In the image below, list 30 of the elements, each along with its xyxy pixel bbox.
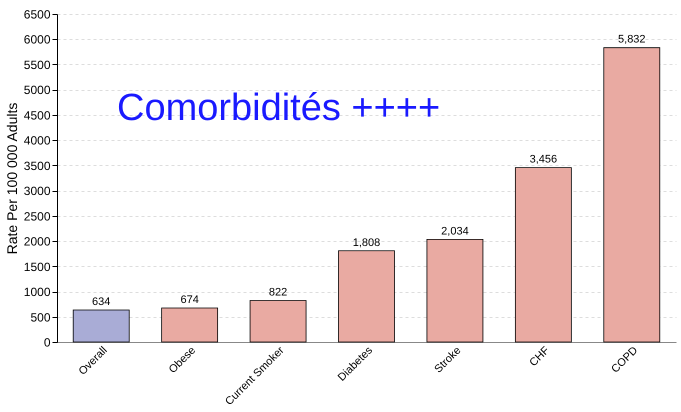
annotation: Comorbidités ++++ [117, 87, 440, 129]
y-tick-label: 4000 [24, 134, 51, 148]
y-tick-label: 0 [44, 336, 51, 350]
bar [338, 250, 395, 342]
data-label: 2,034 [441, 225, 469, 238]
data-label: 1,808 [352, 236, 380, 249]
y-tick-label: 1500 [24, 260, 51, 274]
y-tick-label: 5500 [24, 58, 51, 72]
y-tick-label: 3000 [24, 184, 51, 198]
bar [250, 300, 306, 342]
data-label: 674 [180, 294, 199, 306]
y-tick-label: 3500 [24, 158, 51, 173]
data-label: 5,832 [618, 34, 646, 46]
bar [514, 167, 572, 342]
y-tick-label: 1000 [24, 285, 51, 300]
y-tick-label: 500 [30, 310, 51, 324]
y-tick-label: 4500 [24, 108, 51, 122]
data-label: 822 [268, 286, 288, 299]
y-tick-label: 6000 [24, 32, 51, 47]
bar [603, 47, 660, 342]
y-axis-title: Rate Per 100 000 Adults [4, 102, 20, 254]
bar [426, 238, 484, 342]
data-label: 634 [92, 296, 110, 308]
y-tick-label: 2500 [24, 209, 51, 224]
y-tick-label: 2000 [24, 234, 51, 249]
bar [161, 308, 218, 342]
data-label: 3,456 [530, 154, 558, 166]
y-tick-label: 5000 [24, 83, 51, 98]
bar [72, 310, 130, 342]
y-tick-label: 6500 [24, 8, 51, 22]
